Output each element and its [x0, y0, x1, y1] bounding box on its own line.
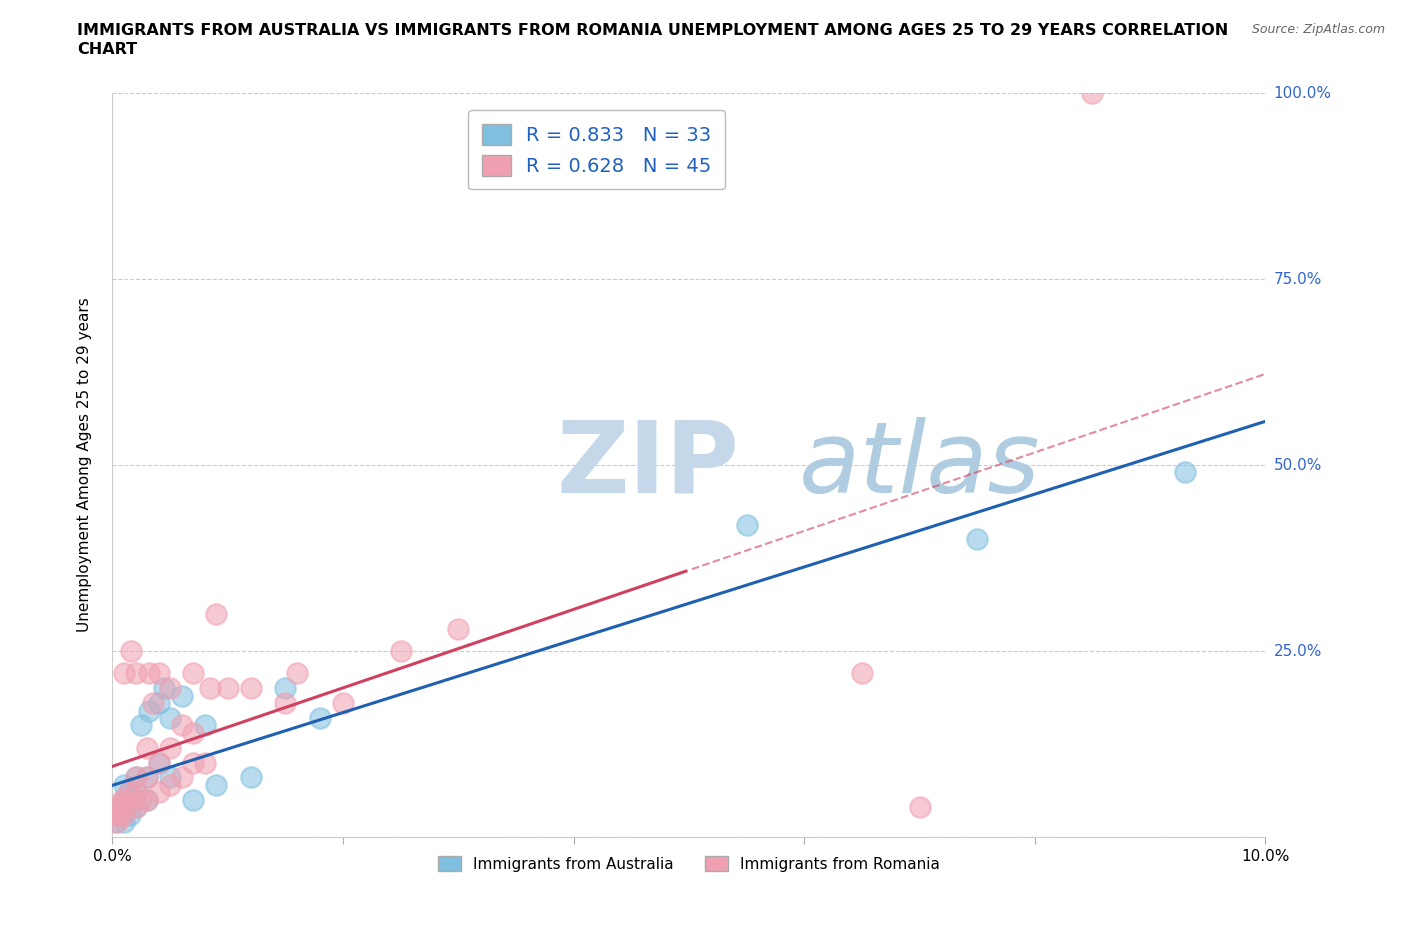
Point: [107, 800, 129, 815]
Point: [124, 770, 146, 785]
Point: [112, 792, 135, 807]
Point: [136, 770, 159, 785]
Point: [200, 681, 222, 696]
Point: [309, 711, 332, 725]
Point: [124, 770, 146, 785]
Point: [181, 755, 204, 770]
Text: 50.0%: 50.0%: [1274, 458, 1322, 472]
Point: [285, 666, 308, 681]
Point: [181, 725, 204, 740]
Point: [170, 718, 193, 733]
Point: [148, 696, 170, 711]
Legend: Immigrants from Australia, Immigrants from Romania: Immigrants from Australia, Immigrants fr…: [432, 849, 946, 878]
Point: [105, 815, 128, 830]
Point: [124, 800, 146, 815]
Text: 25.0%: 25.0%: [1274, 644, 1322, 658]
Point: [148, 666, 170, 681]
Point: [851, 666, 873, 681]
Text: CHART: CHART: [77, 42, 138, 57]
Point: [159, 711, 181, 725]
Point: [129, 718, 153, 733]
Point: [194, 718, 217, 733]
Text: IMMIGRANTS FROM AUSTRALIA VS IMMIGRANTS FROM ROMANIA UNEMPLOYMENT AMONG AGES 25 : IMMIGRANTS FROM AUSTRALIA VS IMMIGRANTS …: [77, 23, 1229, 38]
Point: [124, 666, 146, 681]
Point: [908, 800, 931, 815]
Point: [181, 792, 204, 807]
Point: [181, 666, 204, 681]
Point: [138, 703, 160, 718]
Text: Source: ZipAtlas.com: Source: ZipAtlas.com: [1251, 23, 1385, 36]
Point: [136, 770, 159, 785]
Point: [735, 517, 758, 532]
Point: [170, 688, 193, 703]
Point: [274, 681, 297, 696]
Point: [159, 770, 181, 785]
Point: [112, 815, 135, 830]
Point: [1174, 465, 1197, 480]
Point: [104, 815, 127, 830]
Point: [104, 807, 127, 822]
Point: [148, 755, 170, 770]
Point: [153, 681, 176, 696]
Point: [389, 644, 412, 658]
Point: [111, 807, 134, 822]
Point: [205, 777, 228, 792]
Point: [115, 800, 138, 815]
Point: [120, 792, 142, 807]
Text: atlas: atlas: [799, 417, 1040, 513]
Point: [239, 770, 262, 785]
Point: [117, 785, 139, 800]
Point: [108, 800, 131, 815]
Point: [136, 792, 159, 807]
Y-axis label: Unemployment Among Ages 25 to 29 years: Unemployment Among Ages 25 to 29 years: [77, 298, 91, 632]
Point: [332, 696, 354, 711]
Text: 100.0%: 100.0%: [1274, 86, 1331, 100]
Point: [117, 785, 139, 800]
Text: ZIP: ZIP: [557, 417, 740, 513]
Point: [170, 770, 193, 785]
Point: [148, 755, 170, 770]
Point: [136, 792, 159, 807]
Point: [217, 681, 239, 696]
Point: [115, 800, 138, 815]
Point: [239, 681, 262, 696]
Point: [159, 681, 181, 696]
Point: [142, 696, 165, 711]
Point: [108, 807, 131, 822]
Point: [1081, 86, 1104, 100]
Point: [120, 644, 142, 658]
Point: [124, 785, 146, 800]
Point: [194, 755, 217, 770]
Point: [112, 777, 135, 792]
Point: [112, 792, 135, 807]
Point: [107, 807, 129, 822]
Point: [136, 740, 159, 755]
Point: [447, 621, 470, 636]
Point: [159, 740, 181, 755]
Point: [124, 800, 146, 815]
Text: 75.0%: 75.0%: [1274, 272, 1322, 286]
Point: [205, 606, 228, 621]
Point: [112, 807, 135, 822]
Point: [159, 777, 181, 792]
Point: [112, 666, 135, 681]
Point: [118, 807, 141, 822]
Point: [966, 532, 988, 547]
Point: [129, 792, 153, 807]
Point: [148, 785, 170, 800]
Point: [274, 696, 297, 711]
Point: [124, 785, 146, 800]
Point: [111, 792, 134, 807]
Point: [138, 666, 160, 681]
